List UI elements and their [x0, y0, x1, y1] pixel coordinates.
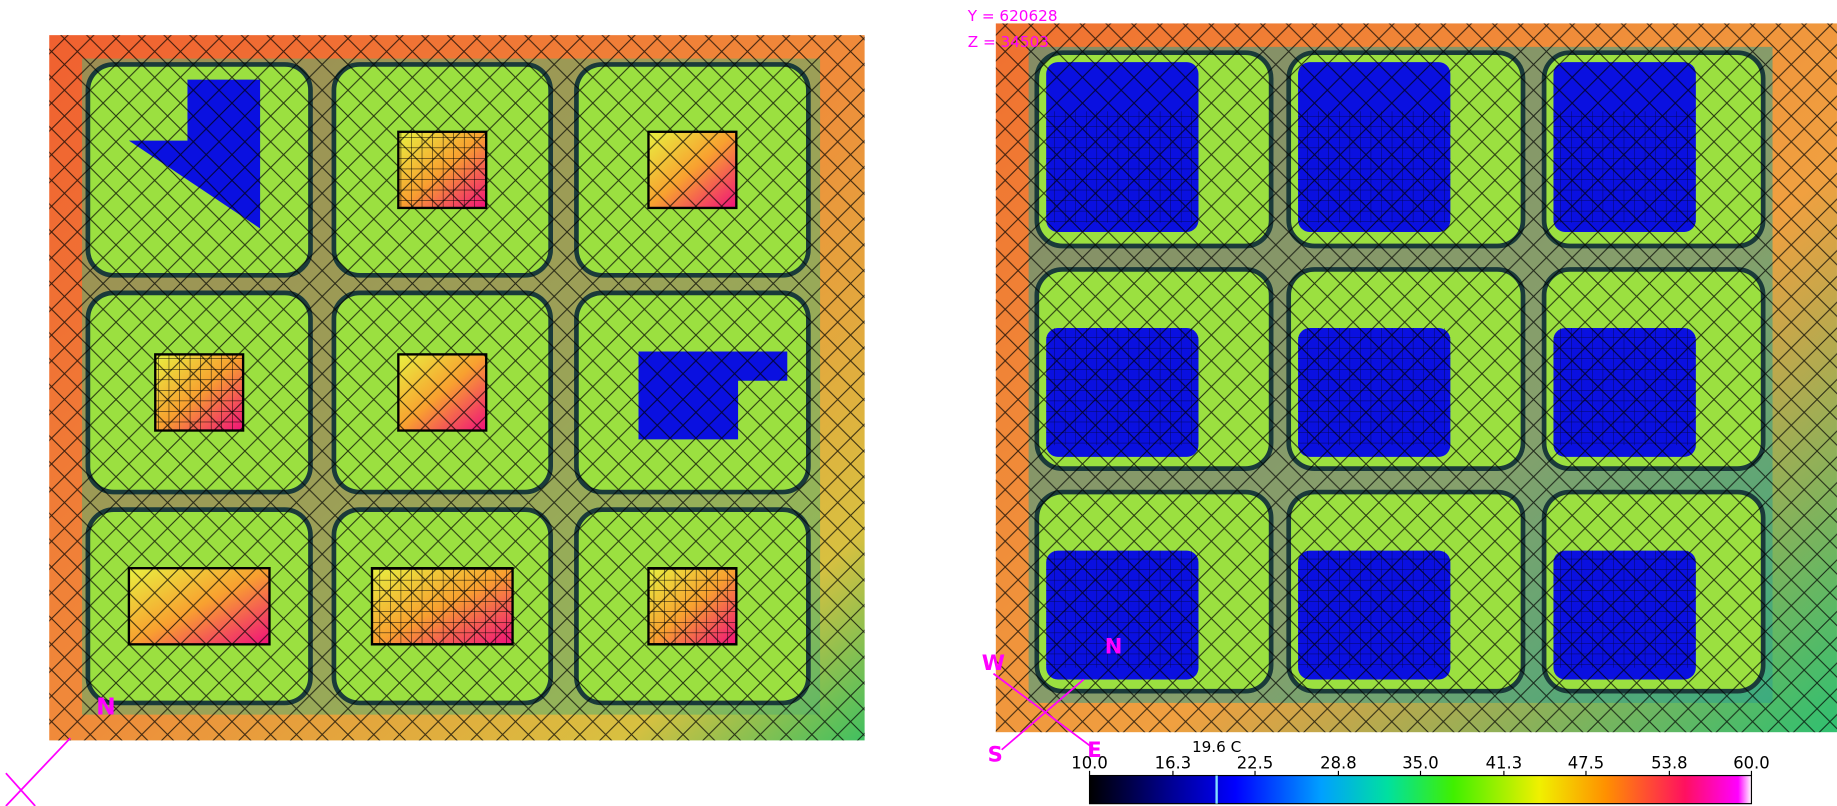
tick-label: 35.0: [1402, 754, 1439, 773]
tick-label: 28.8: [1320, 754, 1357, 773]
compass-left: [5, 737, 71, 806]
compass-right: [992, 672, 1096, 751]
compass-label: E: [1087, 737, 1101, 762]
tick-label: 60.0: [1733, 754, 1770, 773]
compass-label: W: [982, 650, 1005, 675]
left-mesh: [49, 35, 865, 741]
color-legend: 10.0 16.3 22.5 28.8 35.0 41.3 47.5 53.8 60.0 19.6…: [1071, 738, 1770, 805]
marker-label: 19.6 C: [1192, 738, 1241, 756]
tick-label: 47.5: [1568, 754, 1605, 773]
compass-label: N: [1105, 634, 1123, 659]
tick-label: 53.8: [1651, 754, 1688, 773]
tick-label: 10.0: [1071, 754, 1108, 773]
tick-label: 41.3: [1486, 754, 1523, 773]
tick-label: 16.3: [1155, 754, 1192, 773]
mesh-hatch: [995, 23, 1837, 733]
tick-label: 22.5: [1237, 754, 1274, 773]
compass-label: N: [96, 693, 116, 721]
coordinate: Y = 620628: [967, 7, 1058, 25]
color-bar: [1088, 774, 1753, 805]
compass-label: S: [988, 741, 1003, 766]
mesh-hatch: [49, 35, 865, 741]
right-mesh: [995, 23, 1837, 733]
coordinate: Z = 34503: [968, 33, 1049, 51]
